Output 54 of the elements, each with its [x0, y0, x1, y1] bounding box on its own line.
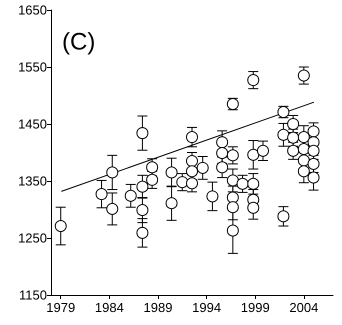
point	[247, 74, 260, 86]
point	[124, 190, 137, 202]
x-tick-label: 1979	[46, 300, 76, 315]
point	[146, 161, 158, 174]
y-tick-label: 1250	[18, 230, 47, 246]
point	[257, 144, 269, 157]
point	[96, 188, 108, 200]
point	[226, 149, 239, 162]
point	[136, 127, 148, 140]
annotation: (C)	[62, 28, 96, 56]
y-tick-label: 1150	[19, 288, 47, 302]
x-tick-label: 1994	[192, 300, 222, 315]
point	[298, 154, 310, 166]
point	[206, 190, 218, 202]
point	[298, 143, 310, 156]
point	[298, 70, 310, 82]
point	[247, 148, 260, 161]
point	[226, 174, 239, 186]
x-tick-label: 1999	[240, 300, 270, 315]
point	[176, 176, 188, 188]
y-tick-label: 1650	[18, 2, 47, 18]
point	[308, 144, 320, 157]
y-tick-label: 1550	[18, 60, 47, 74]
x-tick-label: 2004	[289, 300, 318, 315]
point	[136, 180, 148, 193]
y-tick-label: 1350	[18, 174, 47, 188]
point	[308, 172, 320, 184]
point	[298, 131, 310, 144]
point	[136, 226, 148, 239]
point	[186, 155, 198, 168]
point	[287, 118, 300, 130]
x-tick-label: 1989	[144, 300, 172, 315]
point	[287, 132, 300, 144]
point	[216, 147, 228, 160]
point	[226, 201, 239, 214]
point	[298, 165, 310, 178]
point	[196, 162, 209, 174]
point	[186, 131, 198, 144]
point	[136, 204, 148, 216]
point	[236, 178, 249, 190]
point	[308, 158, 320, 170]
point	[226, 224, 239, 237]
point	[166, 166, 178, 178]
point	[216, 136, 228, 148]
point	[106, 202, 118, 215]
y-tick-label: 1450	[18, 116, 47, 132]
point	[277, 128, 290, 141]
point	[247, 202, 260, 214]
x-tick-label: 1984	[94, 300, 124, 315]
point	[54, 220, 67, 232]
point	[106, 166, 118, 178]
point	[308, 125, 320, 138]
point	[166, 197, 178, 210]
point	[277, 210, 290, 222]
